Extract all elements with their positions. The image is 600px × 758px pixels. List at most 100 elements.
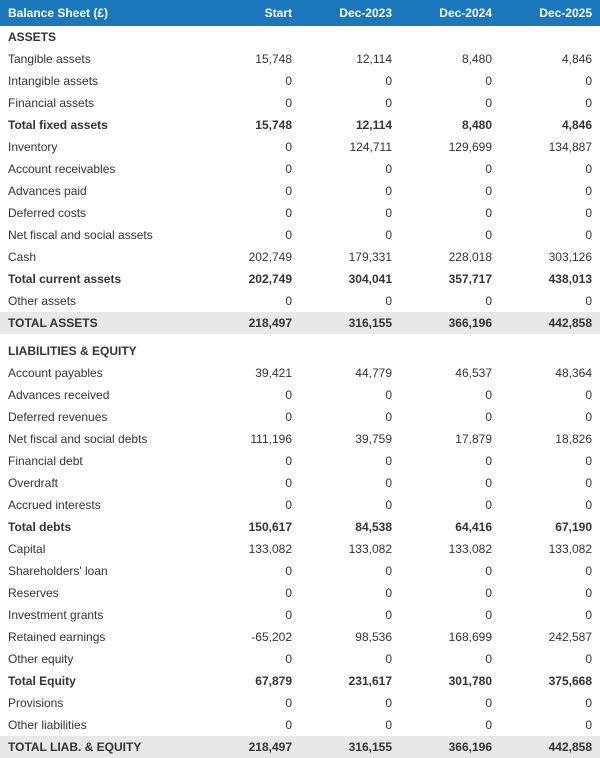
row-label: Capital: [0, 538, 200, 560]
row-value: 0: [500, 406, 600, 428]
row-value: 0: [200, 290, 300, 312]
row-value: 0: [400, 158, 500, 180]
row-label: Other assets: [0, 290, 200, 312]
row-label: Shareholders' loan: [0, 560, 200, 582]
row-value: 0: [300, 560, 400, 582]
row-value: 0: [500, 714, 600, 736]
table-row: Net fiscal and social assets0000: [0, 224, 600, 246]
row-value: 0: [300, 406, 400, 428]
row-value: 48,364: [500, 362, 600, 384]
row-value: 202,749: [200, 268, 300, 290]
row-value: 375,668: [500, 670, 600, 692]
row-value: 442,858: [500, 736, 600, 758]
row-value: 4,846: [500, 114, 600, 136]
row-value: 0: [200, 560, 300, 582]
table-row: TOTAL LIAB. & EQUITY218,497316,155366,19…: [0, 736, 600, 758]
row-label: Intangible assets: [0, 70, 200, 92]
row-label: Provisions: [0, 692, 200, 714]
row-value: 0: [500, 92, 600, 114]
row-value: 303,126: [500, 246, 600, 268]
row-value: 44,779: [300, 362, 400, 384]
row-value: 150,617: [200, 516, 300, 538]
header-col-1: Dec-2023: [300, 0, 400, 26]
section-label: ASSETS: [0, 26, 600, 48]
table-row: Retained earnings-65,20298,536168,699242…: [0, 626, 600, 648]
row-value: 0: [400, 70, 500, 92]
row-value: 0: [500, 224, 600, 246]
row-value: 98,536: [300, 626, 400, 648]
row-value: 168,699: [400, 626, 500, 648]
row-label: Total current assets: [0, 268, 200, 290]
table-row: Advances received0000: [0, 384, 600, 406]
row-value: 84,538: [300, 516, 400, 538]
row-label: Deferred revenues: [0, 406, 200, 428]
row-label: TOTAL ASSETS: [0, 312, 200, 334]
row-label: Other liabilities: [0, 714, 200, 736]
row-value: 304,041: [300, 268, 400, 290]
row-value: 0: [300, 692, 400, 714]
row-value: 133,082: [500, 538, 600, 560]
row-label: Investment grants: [0, 604, 200, 626]
table-row: Total fixed assets15,74812,1148,4804,846: [0, 114, 600, 136]
row-value: 67,879: [200, 670, 300, 692]
header-col-2: Dec-2024: [400, 0, 500, 26]
row-value: 17,879: [400, 428, 500, 450]
row-value: 0: [200, 70, 300, 92]
table-row: Tangible assets15,74812,1148,4804,846: [0, 48, 600, 70]
row-value: 0: [200, 202, 300, 224]
row-value: 0: [200, 180, 300, 202]
row-value: 0: [400, 692, 500, 714]
row-value: 0: [300, 158, 400, 180]
row-value: 0: [200, 692, 300, 714]
row-label: Other equity: [0, 648, 200, 670]
row-value: 0: [500, 582, 600, 604]
section-label: LIABILITIES & EQUITY: [0, 334, 600, 362]
row-value: 0: [200, 384, 300, 406]
row-label: Account receivables: [0, 158, 200, 180]
row-value: 0: [200, 450, 300, 472]
row-value: 67,190: [500, 516, 600, 538]
row-label: Retained earnings: [0, 626, 200, 648]
row-label: Deferred costs: [0, 202, 200, 224]
row-value: 0: [400, 714, 500, 736]
row-value: 8,480: [400, 48, 500, 70]
row-value: 0: [300, 180, 400, 202]
row-value: 0: [200, 604, 300, 626]
row-value: 0: [300, 70, 400, 92]
row-value: 133,082: [200, 538, 300, 560]
row-value: 228,018: [400, 246, 500, 268]
row-value: 134,887: [500, 136, 600, 158]
table-row: Deferred costs0000: [0, 202, 600, 224]
row-value: 8,480: [400, 114, 500, 136]
row-value: 357,717: [400, 268, 500, 290]
table-row: Net fiscal and social debts111,19639,759…: [0, 428, 600, 450]
table-row: Other liabilities0000: [0, 714, 600, 736]
row-value: 0: [400, 648, 500, 670]
row-value: 0: [500, 202, 600, 224]
row-label: TOTAL LIAB. & EQUITY: [0, 736, 200, 758]
row-value: 15,748: [200, 114, 300, 136]
table-row: Cash202,749179,331228,018303,126: [0, 246, 600, 268]
row-value: 316,155: [300, 312, 400, 334]
table-row: Total Equity67,879231,617301,780375,668: [0, 670, 600, 692]
row-value: 242,587: [500, 626, 600, 648]
row-label: Inventory: [0, 136, 200, 158]
row-value: 0: [400, 494, 500, 516]
row-value: 0: [300, 92, 400, 114]
row-value: 0: [300, 450, 400, 472]
table-row: Reserves0000: [0, 582, 600, 604]
row-value: 0: [400, 202, 500, 224]
table-row: Account receivables0000: [0, 158, 600, 180]
row-value: 64,416: [400, 516, 500, 538]
row-value: 111,196: [200, 428, 300, 450]
row-label: Net fiscal and social debts: [0, 428, 200, 450]
row-value: 0: [500, 70, 600, 92]
row-label: Account payables: [0, 362, 200, 384]
row-value: 0: [300, 384, 400, 406]
table-body: ASSETSTangible assets15,74812,1148,4804,…: [0, 26, 600, 758]
table-row: Inventory0124,711129,699134,887: [0, 136, 600, 158]
row-value: 316,155: [300, 736, 400, 758]
row-label: Total debts: [0, 516, 200, 538]
row-label: Financial debt: [0, 450, 200, 472]
balance-sheet-table: Balance Sheet (£) Start Dec-2023 Dec-202…: [0, 0, 600, 758]
